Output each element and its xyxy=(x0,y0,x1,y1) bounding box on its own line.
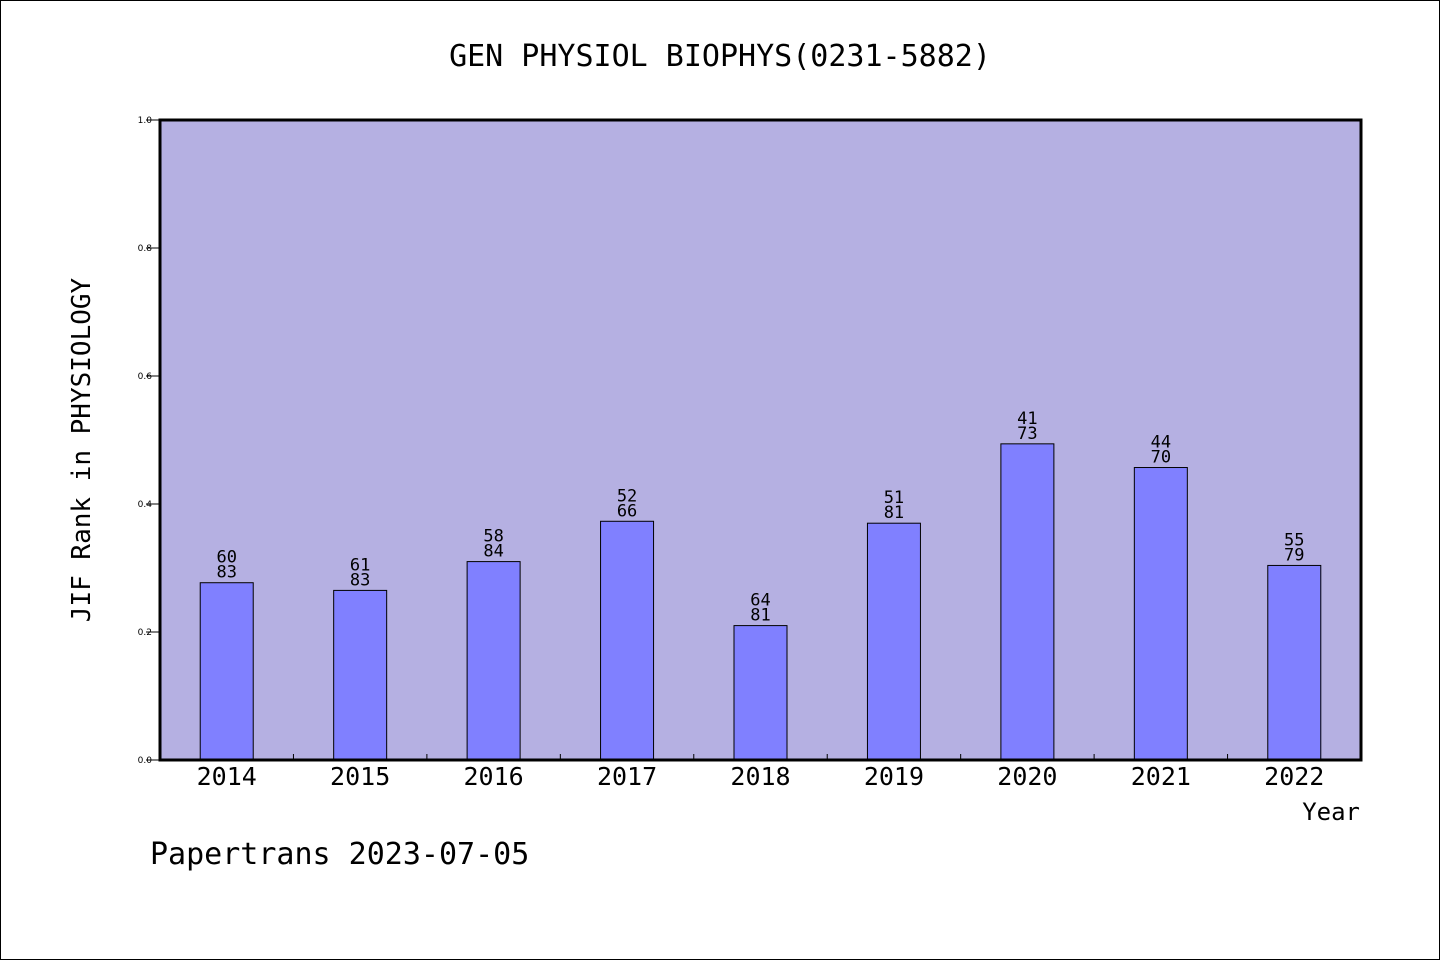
y-tick-label: 0.6 xyxy=(138,372,153,382)
bar-2017 xyxy=(600,520,655,761)
plot-border xyxy=(158,118,1363,762)
x-axis-label: Year xyxy=(1302,798,1360,826)
x-tick-label: 2016 xyxy=(464,762,524,791)
bar-label-rank: 64 xyxy=(750,591,770,611)
x-tick-label: 2022 xyxy=(1264,762,1324,791)
bar-label-rank: 58 xyxy=(483,527,503,547)
bar-2021 xyxy=(1133,467,1188,761)
x-tick-label: 2014 xyxy=(197,762,257,791)
x-tick-label: 2019 xyxy=(864,762,924,791)
chart-title: GEN PHYSIOL BIOPHYS(0231-5882) xyxy=(449,39,991,74)
bar-2019 xyxy=(866,522,921,761)
y-axis-label: JIF Rank in PHYSIOLOGY xyxy=(67,277,97,622)
bar-2020 xyxy=(1000,443,1055,761)
x-tick-label: 2020 xyxy=(997,762,1057,791)
bar-2018 xyxy=(733,625,788,761)
bar-label-total: 84 xyxy=(483,542,503,562)
bar-label-rank: 41 xyxy=(1017,409,1037,429)
x-tick-label: 2018 xyxy=(730,762,790,791)
bar-2016 xyxy=(466,561,521,761)
bar-2015 xyxy=(333,589,388,761)
bar-label-rank: 61 xyxy=(350,555,370,575)
bar-label-rank: 60 xyxy=(216,548,236,568)
y-tick-label: 1.0 xyxy=(138,116,153,126)
bar-label-total: 81 xyxy=(884,503,904,523)
y-tick-label: 0.2 xyxy=(138,628,152,638)
y-tick-label: 0.8 xyxy=(138,244,153,254)
bar-2022 xyxy=(1267,564,1322,761)
bar-label-total: 73 xyxy=(1017,424,1037,444)
y-tick-label: 0.4 xyxy=(138,500,153,510)
bar-label-total: 70 xyxy=(1151,448,1171,468)
bar-label-total: 83 xyxy=(216,563,236,583)
bar-label-rank: 52 xyxy=(617,486,637,506)
axis-ticks: 2014 2015 2016 2017 2018 2019 2020 2021 2022 0.0 0… xyxy=(138,116,1325,791)
x-tick-label: 2017 xyxy=(597,762,657,791)
bar-label-rank: 44 xyxy=(1151,433,1171,453)
x-tick-label: 2015 xyxy=(330,762,390,791)
bar-2014 xyxy=(199,582,254,761)
bar-label-total: 81 xyxy=(750,606,770,626)
bar-label-total: 79 xyxy=(1284,545,1304,565)
y-tick-label: 0.0 xyxy=(138,756,153,766)
footer-text: Papertrans 2023-07-05 xyxy=(150,837,529,872)
bar-label-total: 83 xyxy=(350,570,370,590)
x-tick-label: 2021 xyxy=(1131,762,1191,791)
bar-label-rank: 55 xyxy=(1284,530,1304,550)
bar-label-total: 66 xyxy=(617,501,637,521)
bar-label-rank: 51 xyxy=(884,488,904,508)
